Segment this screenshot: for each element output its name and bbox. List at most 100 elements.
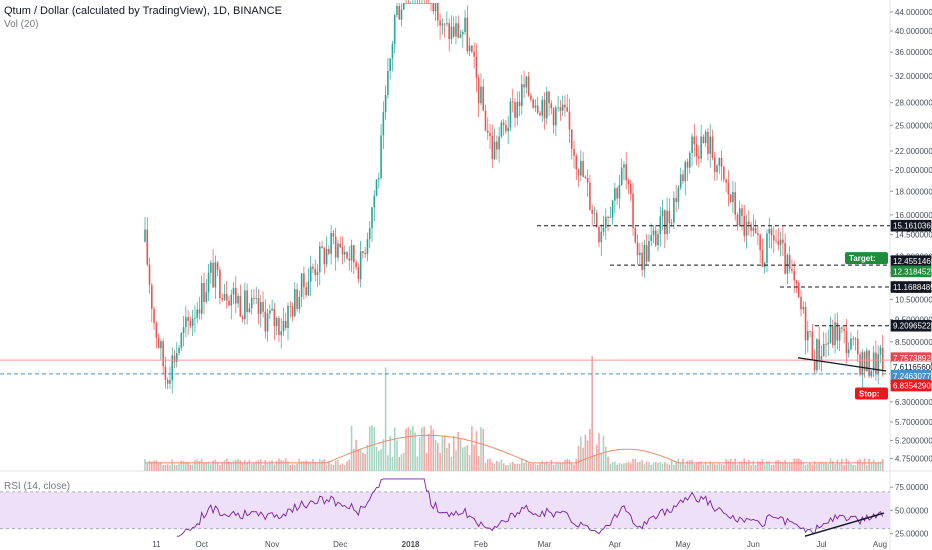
price-tick-label: 44.00000000 xyxy=(895,8,932,17)
volume-bar xyxy=(541,461,544,471)
candle-body xyxy=(434,3,437,12)
candle-body xyxy=(280,331,282,336)
volume-bar xyxy=(273,464,276,471)
candle-body xyxy=(548,91,550,104)
volume-bar xyxy=(166,464,169,471)
candle-body xyxy=(534,105,537,108)
candle-body xyxy=(691,136,693,153)
volume-bar xyxy=(745,461,748,471)
candle-body xyxy=(384,94,387,113)
volume-bar xyxy=(328,461,330,471)
candle-body xyxy=(700,136,702,159)
volume-bar xyxy=(341,463,344,471)
candle-body xyxy=(255,298,258,299)
candle-body xyxy=(155,322,158,338)
volume-label: Vol (20) xyxy=(4,19,39,30)
candle-body xyxy=(570,129,573,149)
volume-bar xyxy=(666,463,668,471)
volume-bar xyxy=(607,456,609,471)
candle-body xyxy=(164,366,167,380)
candle-body xyxy=(577,169,580,176)
candle-body xyxy=(366,239,369,254)
candle-body xyxy=(423,3,426,4)
volume-bar xyxy=(210,464,212,471)
volume-bar xyxy=(307,461,310,471)
rsi-tick-label: 25.00000 xyxy=(895,529,929,538)
candle-body xyxy=(348,258,351,261)
candle-body xyxy=(809,331,811,332)
candle-body xyxy=(775,240,777,242)
candle-body xyxy=(804,306,807,341)
candle-body xyxy=(393,15,396,45)
candle-body xyxy=(275,317,278,327)
volume-bar xyxy=(162,465,164,471)
candle-body xyxy=(337,243,339,258)
volume-bar xyxy=(736,464,739,471)
candle-body xyxy=(350,245,353,261)
volume-bar xyxy=(425,452,428,471)
volume-ma-line xyxy=(145,434,883,464)
candle-body xyxy=(645,244,648,262)
candle-body xyxy=(859,354,861,375)
price-tag-box xyxy=(890,265,932,278)
volume-bar xyxy=(654,462,657,471)
candle-body xyxy=(412,3,414,4)
volume-bar xyxy=(216,462,219,471)
volume-bar xyxy=(239,460,242,471)
volume-bar xyxy=(825,462,827,471)
candle-body xyxy=(507,127,509,132)
volume-bar xyxy=(543,462,546,471)
candle-body xyxy=(879,347,882,355)
candle-body xyxy=(282,320,285,332)
volume-bar xyxy=(604,446,607,471)
candle-body xyxy=(729,194,732,202)
price-tick-label: 40.00000000 xyxy=(895,27,932,36)
volume-bar xyxy=(532,463,534,471)
volume-bar xyxy=(831,461,834,471)
candle-body xyxy=(339,243,342,248)
candle-body xyxy=(466,17,469,52)
candle-body xyxy=(418,3,421,4)
volume-bar xyxy=(477,455,480,471)
volume-bar xyxy=(802,461,805,471)
annotation-box xyxy=(845,252,888,265)
volume-bar xyxy=(723,464,725,471)
candle-body xyxy=(307,281,310,296)
candle-body xyxy=(387,71,389,95)
volume-bar xyxy=(330,463,332,471)
volume-bar xyxy=(688,460,691,471)
candle-body xyxy=(271,308,273,311)
volume-bar xyxy=(412,425,414,471)
volume-bar xyxy=(852,464,855,471)
candle-body xyxy=(661,210,664,217)
volume-bar xyxy=(734,458,736,471)
candle-body xyxy=(825,344,827,345)
candle-body xyxy=(807,331,809,341)
volume-bar xyxy=(527,462,530,471)
candle-body xyxy=(477,77,480,104)
candle-body xyxy=(509,101,512,128)
candle-body xyxy=(834,322,836,346)
candle-body xyxy=(718,157,721,166)
candle-body xyxy=(157,337,160,349)
candle-body xyxy=(178,347,180,354)
volume-bar xyxy=(493,463,496,471)
date-tick-label: Jul xyxy=(816,540,826,549)
candle-body xyxy=(314,268,317,275)
candle-body xyxy=(464,17,466,33)
candle-body xyxy=(813,359,816,371)
volume-bar xyxy=(296,463,298,471)
volume-bar xyxy=(827,464,830,471)
volume-bar xyxy=(577,445,580,471)
candle-body xyxy=(616,188,618,199)
volume-bar xyxy=(763,464,766,471)
candle-body xyxy=(321,246,323,248)
volume-bar xyxy=(480,427,482,471)
volume-bar xyxy=(713,464,716,471)
candle-body xyxy=(877,354,879,374)
candle-body xyxy=(482,86,485,111)
volume-bar xyxy=(750,465,752,471)
candle-body xyxy=(734,192,736,215)
candle-body xyxy=(757,233,759,235)
volume-bar xyxy=(786,462,789,471)
